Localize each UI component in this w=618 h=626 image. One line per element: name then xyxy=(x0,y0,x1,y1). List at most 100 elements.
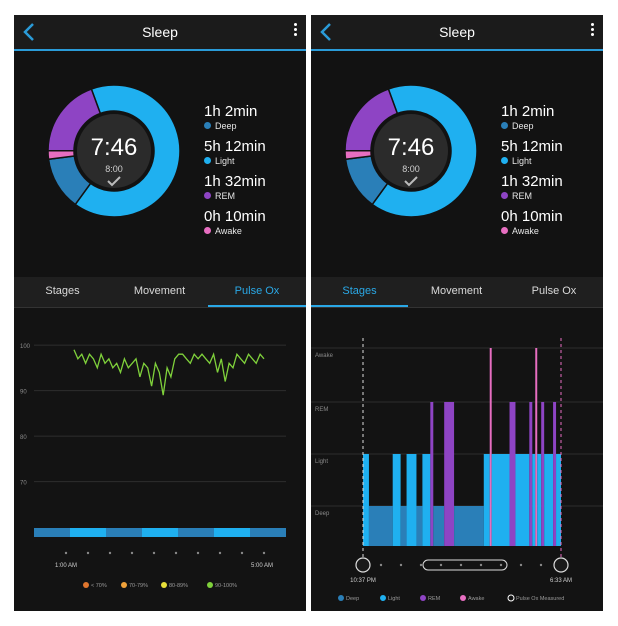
x-tick-dot xyxy=(130,551,134,555)
stage-name: Light xyxy=(512,156,532,166)
x-tick-dot xyxy=(262,551,266,555)
page-title: Sleep xyxy=(439,24,475,40)
sleep-stages-chart: Awake REM Light Deep 10:37 PM 6:33 AM Deep Li… xyxy=(311,338,603,602)
stage-name: Deep xyxy=(512,121,534,131)
y-tick-label: 100 xyxy=(20,344,31,350)
start-time-label: 10:37 PM xyxy=(350,578,376,584)
range-legend-label: < 70% xyxy=(91,583,107,589)
tab-stages[interactable]: Stages xyxy=(45,285,80,297)
x-tick-dot xyxy=(64,551,68,555)
tab-pulse-ox[interactable]: Pulse Ox xyxy=(208,277,306,307)
stage-awake: 0h 10min Awake xyxy=(204,209,266,244)
tab-stages[interactable]: Stages xyxy=(311,277,408,307)
stage-band-segment xyxy=(142,528,178,537)
stage-segment-awake xyxy=(489,348,492,546)
app-header: Sleep xyxy=(311,15,603,51)
stage-rem: 1h 32min REM xyxy=(501,174,563,209)
light-dot-icon xyxy=(501,157,508,164)
x-tick-dot xyxy=(399,563,403,567)
x-tick-dot xyxy=(379,563,383,567)
awake-dot-icon xyxy=(204,227,211,234)
range-legend-label: 80-89% xyxy=(169,583,188,589)
more-options-icon[interactable] xyxy=(589,23,595,41)
stage-axis-label: Deep xyxy=(315,511,330,517)
x-tick-label: 1:00 AM xyxy=(55,563,77,569)
pulse-ox-series-line xyxy=(73,349,265,396)
stage-segment-rem xyxy=(553,402,557,546)
x-tick-dot xyxy=(152,551,156,555)
tab-movement[interactable]: Movement xyxy=(133,285,186,297)
sleep-screen-pulse-ox: Sleep 7:46 8:00 1h 2min Deep 5h 12min Li… xyxy=(14,15,306,611)
legend-label: Deep xyxy=(346,596,359,602)
sleep-start-icon[interactable] xyxy=(355,557,371,573)
x-tick-dot xyxy=(499,563,503,567)
sleep-donut-chart: 7:46 8:00 xyxy=(344,84,478,218)
x-tick-dot xyxy=(86,551,90,555)
legend-label: REM xyxy=(428,596,441,602)
donut-center xyxy=(374,114,448,188)
stage-segment-light xyxy=(491,454,510,546)
stage-duration: 1h 2min xyxy=(501,103,555,120)
tab-bar: Stages Movement Pulse Ox xyxy=(14,277,306,308)
stage-band-segment xyxy=(34,528,70,537)
range-legend-label: 70-79% xyxy=(129,583,148,589)
legend-label: Awake xyxy=(468,596,484,602)
stage-axis-label: Awake xyxy=(315,353,334,359)
end-time-label: 6:33 AM xyxy=(550,578,572,584)
stage-segment-deep xyxy=(454,506,484,546)
stage-name: REM xyxy=(512,191,532,201)
legend-dot-icon xyxy=(507,594,515,602)
stage-segment-light xyxy=(532,454,536,546)
legend-dot-icon xyxy=(420,595,426,601)
back-arrow-icon[interactable] xyxy=(20,21,40,43)
stage-segment-deep xyxy=(368,506,393,546)
stage-duration: 0h 10min xyxy=(501,208,563,225)
stage-band-segment xyxy=(106,528,142,537)
stage-segment-light xyxy=(544,454,554,546)
stage-segment-light xyxy=(483,454,490,546)
stage-segment-rem xyxy=(541,402,545,546)
page-title: Sleep xyxy=(142,24,178,40)
stage-legend: 1h 2min Deep 5h 12min Light 1h 32min REM… xyxy=(501,104,563,244)
sleep-donut-chart: 7:46 8:00 xyxy=(47,84,181,218)
tab-pulse-ox[interactable]: Pulse Ox xyxy=(531,285,577,297)
stage-duration: 5h 12min xyxy=(204,138,266,155)
stage-segment-awake xyxy=(535,348,538,546)
stage-segment-deep xyxy=(416,506,423,546)
legend-dot-icon xyxy=(380,595,386,601)
stage-segment-light xyxy=(556,454,561,546)
deep-dot-icon xyxy=(501,122,508,129)
stage-segment-light xyxy=(537,454,542,546)
stage-band-segment xyxy=(250,528,286,537)
tab-movement[interactable]: Movement xyxy=(430,285,483,297)
stage-segment-light xyxy=(363,454,369,546)
stage-segment-light xyxy=(406,454,417,546)
legend-dot-icon xyxy=(460,595,466,601)
app-header: Sleep xyxy=(14,15,306,51)
donut-slice-rem xyxy=(344,88,399,152)
stage-name: REM xyxy=(215,191,235,201)
deep-dot-icon xyxy=(204,122,211,129)
x-tick-dot xyxy=(419,563,423,567)
x-tick-label: 5:00 AM xyxy=(251,563,273,569)
stage-axis-label: REM xyxy=(315,407,328,413)
stage-legend: 1h 2min Deep 5h 12min Light 1h 32min REM… xyxy=(204,104,266,244)
back-arrow-icon[interactable] xyxy=(317,21,337,43)
stage-segment-deep xyxy=(400,506,407,546)
stage-name: Deep xyxy=(215,121,237,131)
pulse-ox-measured-range xyxy=(422,559,508,571)
stage-name: Awake xyxy=(215,226,242,236)
sleep-summary: 7:46 8:00 1h 2min Deep 5h 12min Light 1h… xyxy=(311,51,603,277)
more-options-icon[interactable] xyxy=(292,23,298,41)
wake-alarm-icon[interactable] xyxy=(553,557,569,573)
y-tick-label: 80 xyxy=(20,435,27,441)
stage-rem: 1h 32min REM xyxy=(204,174,266,209)
light-dot-icon xyxy=(204,157,211,164)
sleep-screen-stages: Sleep 7:46 8:00 1h 2min Deep 5h 12min Li… xyxy=(311,15,603,611)
awake-dot-icon xyxy=(501,227,508,234)
stage-duration: 1h 32min xyxy=(204,173,266,190)
stage-awake: 0h 10min Awake xyxy=(501,209,563,244)
total-sleep-time: 7:46 xyxy=(91,134,138,161)
pulse-ox-chart-area: 100 90 80 70 1:00 AM 5:00 AM < 70% 70-79% 80-8… xyxy=(14,308,306,611)
total-sleep-time: 7:46 xyxy=(388,134,435,161)
